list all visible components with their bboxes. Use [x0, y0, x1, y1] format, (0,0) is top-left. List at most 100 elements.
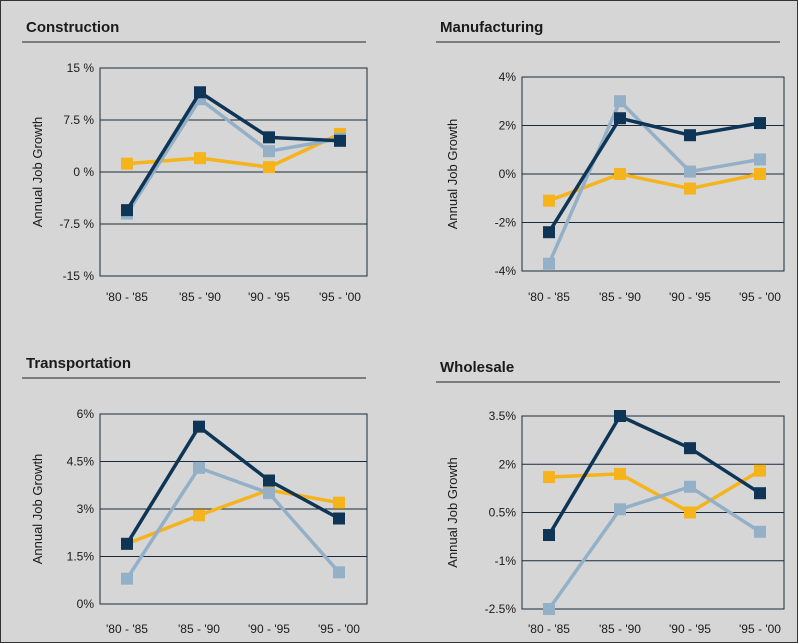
chart-panel-transportation: Transportation 6% 4.5% 3% 1.5% 0% Annual Job G… [22, 355, 368, 636]
series-line-lightblue [125, 97, 341, 215]
data-point-navy [121, 204, 133, 217]
x-tick-label: '95 - '00 [319, 290, 361, 304]
y-tick-label: -1% [495, 554, 517, 568]
data-point-navy [543, 529, 555, 542]
x-tick-label: '80 - '85 [528, 622, 570, 636]
data-point-gold [614, 467, 626, 480]
data-point-navy [614, 410, 626, 422]
y-axis-label: Annual Job Growth [445, 119, 460, 230]
data-point-gold [193, 509, 205, 522]
chart-title: Transportation [26, 355, 131, 372]
x-tick-label: '90 - '95 [248, 622, 290, 636]
chart-panel-wholesale: Wholesale 3.5% 2% 0.5% -1% -2.5% Annual Job Gr… [436, 359, 785, 636]
data-point-lightblue [263, 487, 275, 500]
data-point-navy [754, 487, 766, 500]
y-tick-label: 0% [77, 597, 95, 611]
data-point-gold [543, 471, 555, 484]
x-tick-label: '95 - '00 [739, 622, 781, 636]
data-point-navy [121, 537, 133, 550]
x-tick-label: '90 - '95 [248, 290, 290, 304]
data-point-navy [193, 420, 205, 433]
y-axis-label: Annual Job Growth [30, 454, 45, 565]
data-point-lightblue [543, 603, 555, 615]
data-point-gold [614, 168, 626, 180]
y-tick-label: 0% [499, 167, 517, 181]
x-tick-label: '90 - '95 [669, 290, 711, 304]
data-point-lightblue [754, 153, 766, 166]
series-line-gold [126, 132, 341, 169]
x-tick-label: '85 - '90 [599, 290, 641, 304]
data-point-gold [121, 157, 133, 170]
y-tick-label: 3.5% [489, 409, 517, 423]
y-tick-label: 2% [499, 457, 517, 471]
data-point-navy [684, 129, 696, 142]
data-point-gold [684, 182, 696, 195]
data-point-navy [754, 117, 766, 130]
x-tick-label: '80 - '85 [528, 290, 570, 304]
series-line-navy [125, 424, 340, 545]
data-point-navy [684, 442, 696, 455]
data-point-lightblue [684, 480, 696, 493]
y-tick-label: 3% [77, 502, 95, 516]
y-axis-label: Annual Job Growth [445, 457, 460, 568]
y-tick-label: 7.5 % [63, 113, 94, 127]
y-tick-label: -2% [495, 216, 517, 230]
data-point-navy [334, 134, 346, 147]
data-point-lightblue [754, 525, 766, 538]
y-axis-label: Annual Job Growth [30, 117, 45, 228]
data-point-navy [333, 512, 345, 525]
y-tick-label: 1.5% [67, 550, 95, 564]
x-tick-label: '90 - '95 [669, 622, 711, 636]
series-line-navy [547, 116, 761, 234]
series-line-lightblue [125, 466, 341, 580]
series-line-gold [126, 488, 340, 546]
chart-panel-manufacturing: Manufacturing 4% 2% 0% -2% -4% Annual Job Grow… [436, 19, 785, 304]
data-point-gold [194, 152, 206, 165]
y-tick-label: 4% [499, 70, 517, 84]
y-tick-label: 0 % [73, 165, 94, 179]
x-tick-label: '85 - '90 [179, 290, 221, 304]
x-tick-label: '80 - '85 [106, 290, 148, 304]
x-tick-label: '85 - '90 [599, 622, 641, 636]
data-point-navy [194, 86, 206, 99]
series-line-gold [548, 172, 761, 203]
y-tick-label: -2.5% [485, 602, 517, 616]
data-point-gold [754, 464, 766, 477]
data-point-navy [263, 474, 275, 487]
y-tick-label: -15 % [63, 269, 95, 283]
series-line-lightblue [547, 485, 761, 611]
chart-title: Construction [26, 19, 119, 36]
data-point-navy [543, 226, 555, 239]
y-tick-label: -7.5 % [59, 217, 94, 231]
data-point-navy [614, 112, 626, 125]
x-tick-label: '85 - '90 [178, 622, 220, 636]
data-point-lightblue [614, 95, 626, 108]
y-tick-label: 4.5% [67, 455, 95, 469]
y-tick-label: 0.5% [489, 506, 517, 520]
data-point-lightblue [684, 165, 696, 178]
chart-panel-construction: Construction 15 % 7.5 % 0 % -7.5 % -15 % Annua… [22, 19, 368, 304]
data-point-lightblue [263, 145, 275, 158]
chart-title: Wholesale [440, 359, 514, 376]
data-point-lightblue [614, 503, 626, 516]
data-point-gold [684, 506, 696, 519]
y-tick-label: 6% [77, 407, 95, 421]
series-line-navy [125, 90, 341, 212]
data-point-gold [543, 194, 555, 207]
data-point-lightblue [333, 566, 345, 579]
series-line-lightblue [547, 99, 761, 265]
data-point-gold [333, 496, 345, 509]
x-tick-label: '80 - '85 [106, 622, 148, 636]
data-point-lightblue [121, 572, 133, 585]
data-point-gold [263, 161, 275, 174]
y-tick-label: 15 % [67, 61, 95, 75]
x-tick-label: '95 - '00 [318, 622, 360, 636]
y-tick-label: 2% [499, 119, 517, 133]
x-tick-label: '95 - '00 [739, 290, 781, 304]
data-point-lightblue [543, 257, 555, 270]
data-point-lightblue [193, 461, 205, 474]
y-tick-label: -4% [495, 264, 517, 278]
chart-title: Manufacturing [440, 19, 543, 36]
